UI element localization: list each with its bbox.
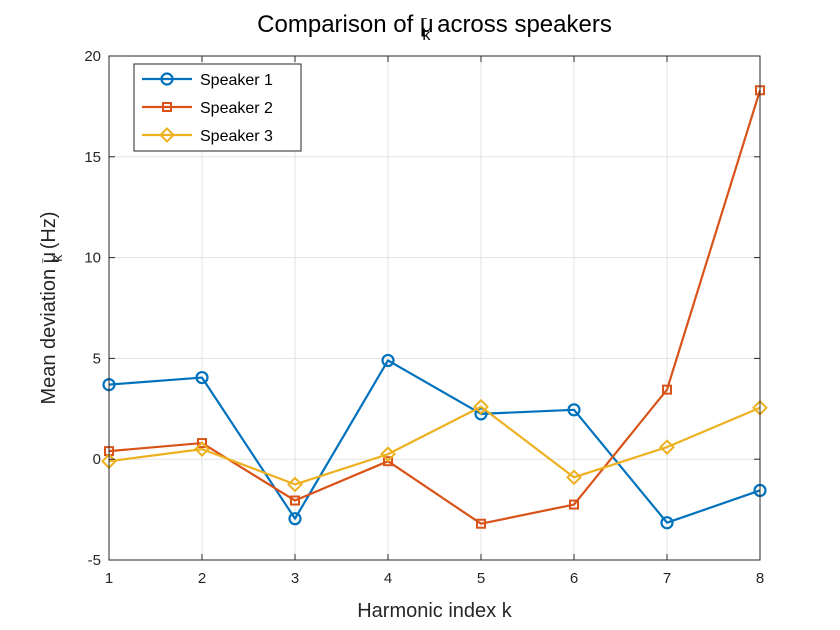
data-point — [290, 495, 300, 506]
data-point — [474, 407, 488, 421]
data-point — [380, 446, 396, 463]
axes-frame — [108, 55, 761, 561]
data-point — [383, 456, 393, 467]
chart-title: Comparison of μ‾ k across speakers — [257, 11, 612, 44]
x-tick-label: 5 — [477, 570, 485, 587]
title-subscript: k — [422, 27, 431, 44]
x-tick-label: 6 — [570, 570, 578, 587]
y-tick-label: -5 — [88, 552, 101, 569]
axis-ticks: 1 2 3 4 5 6 7 8 -5 0 5 10 15 20 — [84, 48, 764, 587]
x-tick-label: 4 — [384, 570, 392, 587]
x-tick-label: 2 — [198, 570, 206, 587]
title-rest: across speakers — [430, 11, 611, 38]
data-point — [566, 469, 582, 486]
data-point — [473, 398, 489, 415]
ylabel-bar: ‾ — [41, 258, 55, 264]
legend-marker — [162, 102, 172, 112]
series-line — [108, 405, 761, 486]
data-point — [659, 439, 675, 456]
legend: Speaker 1 Speaker 2 Speaker 3 — [133, 63, 302, 152]
data-point — [288, 512, 302, 526]
x-tick-label: 3 — [291, 570, 299, 587]
data-point — [567, 403, 581, 417]
legend-label: Speaker 2 — [200, 100, 273, 117]
data-point — [662, 384, 672, 395]
legend-item: Speaker 2 — [142, 100, 273, 117]
y-tick-label: 20 — [84, 48, 101, 65]
data-point — [381, 353, 395, 368]
legend-label: Speaker 3 — [200, 128, 273, 145]
ylabel-subscript: k — [49, 254, 65, 262]
legend-marker — [160, 72, 174, 86]
series-line — [108, 359, 761, 524]
y-tick-label: 10 — [84, 250, 101, 267]
x-tick-label: 8 — [756, 570, 764, 587]
data-point — [194, 441, 210, 458]
y-tick-label: 15 — [84, 149, 101, 166]
x-tick-label: 1 — [105, 570, 113, 587]
series-line — [108, 89, 762, 525]
title-bar: ‾ — [421, 16, 428, 32]
data-point — [287, 476, 303, 493]
y-tick-label: 5 — [93, 350, 101, 367]
y-axis-label: Mean deviation μ‾k (Hz) — [38, 211, 65, 404]
data-point — [660, 516, 674, 530]
title-main: Comparison of — [257, 11, 420, 38]
x-tick-label: 7 — [663, 570, 671, 587]
data-point — [476, 518, 486, 529]
ylabel-mu: μ — [38, 252, 60, 264]
legend-item: Speaker 3 — [142, 127, 273, 145]
title-mu: μ — [420, 11, 434, 38]
legend-marker — [159, 127, 175, 143]
legend-item: Speaker 1 — [142, 72, 273, 89]
ylabel-main: Mean deviation — [38, 263, 60, 404]
data-point — [569, 499, 579, 510]
x-axis-label: Harmonic index k — [357, 600, 513, 622]
series-layer — [101, 85, 768, 530]
legend-label: Speaker 1 — [200, 72, 273, 89]
ylabel-rest: (Hz) — [38, 211, 60, 254]
data-point — [195, 370, 209, 385]
data-point — [197, 438, 207, 449]
y-tick-label: 0 — [93, 451, 101, 468]
